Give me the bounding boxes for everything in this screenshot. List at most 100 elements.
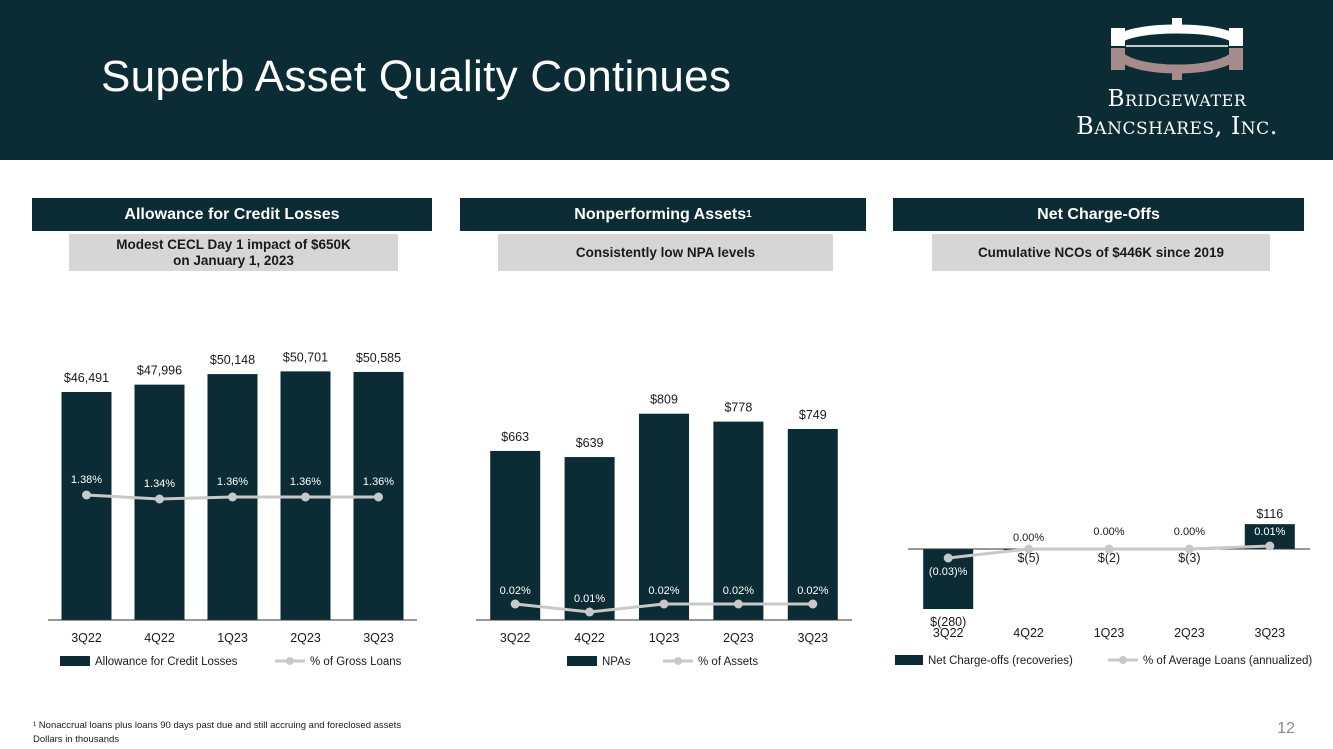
legend-bar-label: NPAs <box>602 656 631 668</box>
line-point-3Q23 <box>374 492 383 502</box>
line-value-label: 1.36% <box>217 476 248 488</box>
x-tick-label: 2Q23 <box>723 631 754 645</box>
legend-line-marker <box>286 657 294 665</box>
bar-value-label: $663 <box>501 430 529 444</box>
bar-value-label: $639 <box>576 436 604 450</box>
page-number: 12 <box>1277 720 1295 737</box>
x-tick-label: 3Q22 <box>500 631 531 645</box>
subtitle-line1: Cumulative NCOs of $446K since 2019 <box>977 244 1225 260</box>
subtitle-line1: Consistently low NPA levels <box>575 244 756 260</box>
legend-bar-label: Net Charge-offs (recoveries) <box>928 655 1073 667</box>
nco-chart: $(280) $(5) $(2) $(3) $116 (0.03)% 0.00% 0.00% 0… <box>895 507 1312 667</box>
bar-value-label: $50,148 <box>210 353 255 367</box>
legend-line-label: % of Gross Loans <box>310 656 402 668</box>
company-logo: Bridgewater Bancshares, Inc. <box>1066 14 1288 144</box>
subtitle-line2: on January 1, 2023 <box>173 252 294 268</box>
panel-title-text: Net Charge-Offs <box>1037 205 1160 223</box>
bar-value-label: $809 <box>650 393 678 407</box>
line-value-label: 1.36% <box>290 476 321 488</box>
footnote-units: Dollars in thousands <box>33 734 120 745</box>
x-tick-label: 3Q23 <box>363 631 394 645</box>
panel-title-text: Nonperforming Assets <box>574 205 747 223</box>
bar-value-label: $(3) <box>1178 551 1200 565</box>
logo-text-line2: Bancshares, Inc. <box>1076 112 1278 140</box>
x-tick-label: 2Q23 <box>1174 626 1205 640</box>
bar-1Q23 <box>639 413 689 620</box>
line-point-1Q23 <box>1104 544 1114 554</box>
line-value-label: 0.01% <box>1254 526 1285 538</box>
legend-line-label: % of Average Loans (annualized) <box>1143 655 1312 667</box>
bar-value-label: $749 <box>799 408 827 422</box>
bank-logo-icon <box>1111 18 1243 80</box>
panel-subtitle-nco: Cumulative NCOs of $446K since 2019 <box>932 234 1270 271</box>
line-point-2Q23 <box>733 599 743 609</box>
x-tick-label: 3Q23 <box>798 631 829 645</box>
line-point-4Q22 <box>585 607 595 617</box>
line-point-3Q22 <box>943 553 953 563</box>
bar-2Q23 <box>713 421 764 620</box>
line-point-2Q23 <box>1184 544 1194 554</box>
bar-3Q22 <box>490 450 541 620</box>
line-value-label: (0.03)% <box>929 566 968 578</box>
bar-value-label: $50,585 <box>356 351 401 365</box>
line-value-label: 1.36% <box>363 476 394 488</box>
line-value-label: 1.34% <box>144 478 175 490</box>
bar-value-label: $46,491 <box>64 371 109 385</box>
legend-line-marker <box>1119 656 1127 664</box>
line-point-4Q22 <box>155 494 164 504</box>
bar-value-label: $(5) <box>1017 551 1039 565</box>
x-tick-label: 3Q23 <box>1255 626 1286 640</box>
bar-value-label: $47,996 <box>137 364 182 378</box>
x-tick-label: 3Q22 <box>71 631 102 645</box>
subtitle-line1: Modest CECL Day 1 impact of $650K <box>116 236 351 252</box>
line-value-label: 1.38% <box>71 474 102 486</box>
line-point-3Q22 <box>82 490 91 500</box>
line-point-1Q23 <box>659 599 669 609</box>
panel-subtitle-allowance: Modest CECL Day 1 impact of $650K on Jan… <box>69 234 398 271</box>
line-value-label: 0.02% <box>500 585 531 597</box>
npa-chart: $663 $639 $809 $778 $749 0.02% 0.01% 0.02% 0.02%… <box>476 393 852 668</box>
line-point-3Q23 <box>808 599 818 609</box>
legend-bar-swatch <box>567 656 597 666</box>
bar-3Q23 <box>787 429 838 620</box>
x-tick-label: 3Q22 <box>933 626 964 640</box>
bar-value-label: $(280) <box>930 615 966 629</box>
panel-title-npa: Nonperforming Assets 1 <box>460 198 866 231</box>
panel-title-nco: Net Charge-Offs <box>893 198 1304 231</box>
page-title: Superb Asset Quality Continues <box>101 52 732 101</box>
bar-value-label: $116 <box>1256 507 1283 521</box>
panel-subtitle-npa: Consistently low NPA levels <box>498 234 833 271</box>
x-tick-label: 2Q23 <box>290 631 321 645</box>
line-point-4Q22 <box>1024 544 1034 554</box>
panel-title-allowance: Allowance for Credit Losses <box>32 198 432 231</box>
legend-line-marker <box>674 657 682 665</box>
allowance-chart: $46,491 $47,996 $50,148 $50,701 $50,585 1.38%… <box>48 350 417 668</box>
x-tick-label: 4Q22 <box>144 631 175 645</box>
line-value-label: 0.02% <box>648 585 679 597</box>
bar-value-label: $778 <box>724 401 752 415</box>
footnote-marker: 1 <box>746 209 752 220</box>
panel-title-text: Allowance for Credit Losses <box>124 205 340 223</box>
line-value-label: 0.00% <box>1013 532 1044 544</box>
x-tick-label: 1Q23 <box>649 631 680 645</box>
x-tick-label: 1Q23 <box>1094 626 1125 640</box>
bar-value-label: $(2) <box>1098 551 1120 565</box>
bar-3Q22 <box>61 392 112 620</box>
line-point-3Q23 <box>1265 541 1275 551</box>
bar-4Q22 <box>564 457 615 620</box>
line-point-1Q23 <box>228 492 237 502</box>
line-value-label: 0.02% <box>797 585 828 597</box>
legend-bar-label: Allowance for Credit Losses <box>95 656 238 668</box>
line-point-3Q22 <box>510 599 520 609</box>
line-point-2Q23 <box>301 492 310 502</box>
legend-bar-swatch <box>895 655 923 665</box>
line-value-label: 0.02% <box>723 585 754 597</box>
header-banner: Superb Asset Quality Continues Bridgewat… <box>0 0 1333 160</box>
bar-value-label: $50,701 <box>283 350 328 364</box>
x-tick-label: 4Q22 <box>574 631 605 645</box>
legend-line-label: % of Assets <box>698 656 758 668</box>
legend-bar-swatch <box>60 656 90 666</box>
x-tick-label: 1Q23 <box>217 631 248 645</box>
line-value-label: 0.00% <box>1093 526 1124 538</box>
footnote-npa-definition: ¹ Nonaccrual loans plus loans 90 days pa… <box>33 720 402 731</box>
